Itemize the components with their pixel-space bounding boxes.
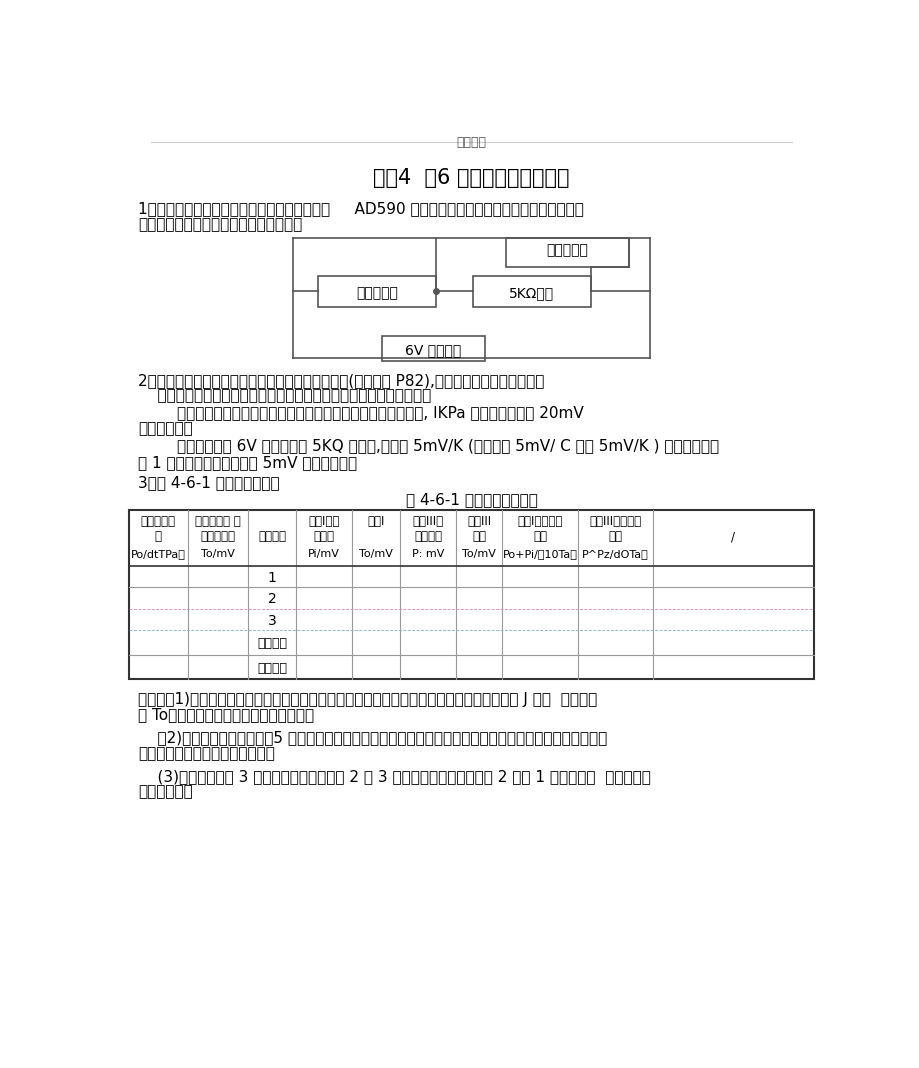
- Text: 2: 2: [267, 593, 277, 607]
- Text: 强显示值: 强显示值: [414, 530, 442, 544]
- Text: 1: 1: [267, 571, 277, 585]
- Text: To/mV: To/mV: [462, 549, 495, 559]
- Text: （2)为便于比较实验结果，5 次测量过程中，用打气球打气时，尽量将日控制在相同的值。打气结束，将进气: （2)为便于比较实验结果，5 次测量过程中，用打气球打气时，尽量将日控制在相同的…: [138, 731, 607, 745]
- Bar: [318, 276, 436, 307]
- Text: 温 To。周围大气压强值由实验老师告知。: 温 To。周围大气压强值由实验老师告知。: [138, 707, 314, 722]
- Text: 测温电压表: 测温电压表: [546, 244, 588, 257]
- Text: Po/dtTPa）: Po/dtTPa）: [130, 549, 186, 559]
- Text: 3: 3: [267, 614, 277, 628]
- Text: 实验开始前 测: 实验开始前 测: [195, 515, 241, 528]
- Text: 器直接连接测量空气压强的数字电压表。: 器直接连接测量空气压强的数字电压表。: [138, 217, 302, 232]
- Text: P: mV: P: mV: [412, 549, 444, 559]
- Text: 显示值: 显示值: [313, 530, 335, 544]
- Text: 6V 直流电源: 6V 直流电源: [405, 343, 461, 357]
- Text: 状态I压强: 状态I压强: [308, 515, 339, 528]
- Text: P^Pz/dOTa）: P^Pz/dOTa）: [582, 549, 648, 559]
- Text: 强: 强: [154, 530, 162, 544]
- Text: 温度传感器接 6V 直流电源和 5KQ 电阻后,可产生 5mV/K (将课本中 5mV/ C 改为 5mV/K ) 的信号电压，: 温度传感器接 6V 直流电源和 5KQ 电阻后,可产生 5mV/K (将课本中 …: [138, 439, 719, 454]
- Text: 表 4-6-1 数据记录参考用表: 表 4-6-1 数据记录参考用表: [405, 492, 537, 507]
- Text: To/mV: To/mV: [358, 549, 392, 559]
- Text: 测址次数: 测址次数: [258, 530, 286, 544]
- Text: 提前关闭: 提前关闭: [257, 638, 287, 650]
- Text: 百嗄文库: 百嗄文库: [456, 136, 486, 148]
- Text: 3、表 4-6-1 改为如下格式：: 3、表 4-6-1 改为如下格式：: [138, 475, 279, 490]
- Text: 和温度传感器将压强和温度转换为电压，利用数字电压表进行测量。: 和温度传感器将压强和温度转换为电压，利用数字电压表进行测量。: [138, 389, 431, 404]
- Text: 周围大气压: 周围大气压: [141, 515, 176, 528]
- Text: 压强: 压强: [533, 530, 547, 544]
- Text: 5KΩ电阻: 5KΩ电阻: [509, 286, 554, 300]
- Text: 温度: 温度: [471, 530, 486, 544]
- Text: 即 1 开尔文的温度变化产生 5mV 的电压变化。: 即 1 开尔文的温度变化产生 5mV 的电压变化。: [138, 455, 357, 470]
- Text: Pi/mV: Pi/mV: [308, 549, 340, 559]
- Text: 状态III气体实际: 状态III气体实际: [589, 515, 641, 528]
- Text: 要明显一点。: 要明显一点。: [138, 784, 193, 799]
- Text: /: /: [731, 530, 734, 544]
- Text: 状态I气体实际: 状态I气体实际: [517, 515, 562, 528]
- Text: 1、按照如下示意图连接电路，注意温度传感器     AD590 和测温电压表的正负极不要接错。压力传感: 1、按照如下示意图连接电路，注意温度传感器 AD590 和测温电压表的正负极不要…: [138, 201, 584, 217]
- Text: 说明：（1)开始实验前，预热仪器和调零后，将进气活塞和放气活塞都打开，记录此时测温电 J 玉表  显示的室: 说明：（1)开始实验前，预热仪器和调零后，将进气活塞和放气活塞都打开，记录此时测…: [138, 692, 596, 707]
- Text: 温度传感器: 温度传感器: [356, 286, 397, 300]
- Text: Po+Pi/（10Ta）: Po+Pi/（10Ta）: [503, 549, 577, 559]
- Text: 状态I: 状态I: [367, 515, 384, 528]
- Text: 的电压变化。: 的电压变化。: [138, 422, 193, 437]
- Text: 测空气压强的数字电压表用于测量超过环境气压的那部分压强, IKPa 的压强变化产生 20mV: 测空气压强的数字电压表用于测量超过环境气压的那部分压强, IKPa 的压强变化产…: [138, 406, 584, 421]
- Text: 状态III: 状态III: [467, 515, 491, 528]
- Bar: [382, 336, 484, 361]
- Text: 压强: 压强: [608, 530, 622, 544]
- Text: 活塞也关闭，等待瓶内空气稳定。: 活塞也关闭，等待瓶内空气稳定。: [138, 745, 275, 760]
- Text: 量：的室温: 量：的室温: [200, 530, 235, 544]
- Bar: [505, 237, 629, 267]
- Text: 实验4  －6 空气比热容比的测定: 实验4 －6 空气比热容比的测定: [373, 168, 569, 188]
- Text: 推迟关闭: 推迟关闭: [257, 662, 287, 675]
- Text: 状态III压: 状态III压: [412, 515, 443, 528]
- Text: 2、利用传感器可将非电学量转换为电学量进行测量(阅读课本 P82),如本实验中利用压力传感器: 2、利用传感器可将非电学量转换为电学量进行测量(阅读课本 P82),如本实验中利…: [138, 373, 544, 388]
- Bar: [472, 276, 590, 307]
- Text: To/mV: To/mV: [201, 549, 234, 559]
- Bar: [129, 511, 813, 679]
- Text: (3)按照课本步骤 3 所述方法正常关闭活塞 2 测 3 次，提前和推迟关闭活塞 2 各测 1 次，提前和  推迟的效果: (3)按照课本步骤 3 所述方法正常关闭活塞 2 测 3 次，提前和推迟关闭活塞…: [138, 769, 651, 784]
